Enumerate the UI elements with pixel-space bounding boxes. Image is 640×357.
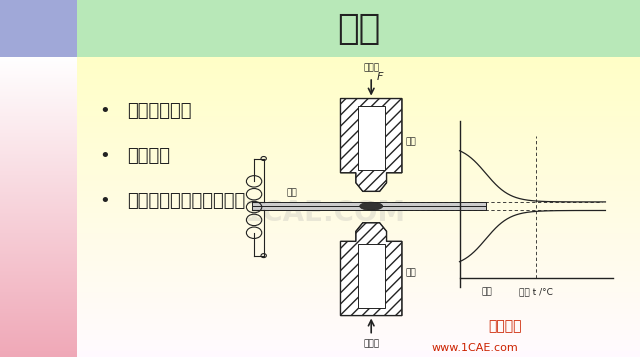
- Text: 局部高温焊合: 局部高温焊合: [127, 102, 192, 120]
- Text: 分流现象: 分流现象: [127, 147, 170, 165]
- Text: 焊点的分布最小距离限制: 焊点的分布最小距离限制: [127, 192, 246, 210]
- Polygon shape: [340, 99, 402, 191]
- Polygon shape: [340, 223, 402, 316]
- Text: 冷却水: 冷却水: [363, 340, 380, 348]
- Text: •: •: [99, 147, 110, 165]
- Text: 1CAE.COM: 1CAE.COM: [244, 199, 406, 227]
- Text: 分流: 分流: [287, 188, 298, 197]
- Text: •: •: [99, 192, 110, 210]
- Text: •: •: [99, 102, 110, 120]
- Ellipse shape: [360, 202, 383, 210]
- Polygon shape: [358, 106, 385, 170]
- Text: 仿真在线: 仿真在线: [488, 319, 522, 333]
- Text: 点焊: 点焊: [337, 11, 380, 46]
- Polygon shape: [358, 244, 385, 308]
- Text: 电极: 电极: [406, 137, 417, 146]
- Polygon shape: [252, 206, 486, 211]
- Text: 冷却水: 冷却水: [363, 64, 380, 73]
- Text: 电极: 电极: [406, 268, 417, 277]
- Text: www.1CAE.com: www.1CAE.com: [431, 343, 518, 353]
- Text: 熔点 t /°C: 熔点 t /°C: [520, 287, 553, 296]
- Polygon shape: [252, 202, 486, 206]
- Text: 水温: 水温: [481, 287, 492, 296]
- Text: $F$: $F$: [376, 70, 385, 82]
